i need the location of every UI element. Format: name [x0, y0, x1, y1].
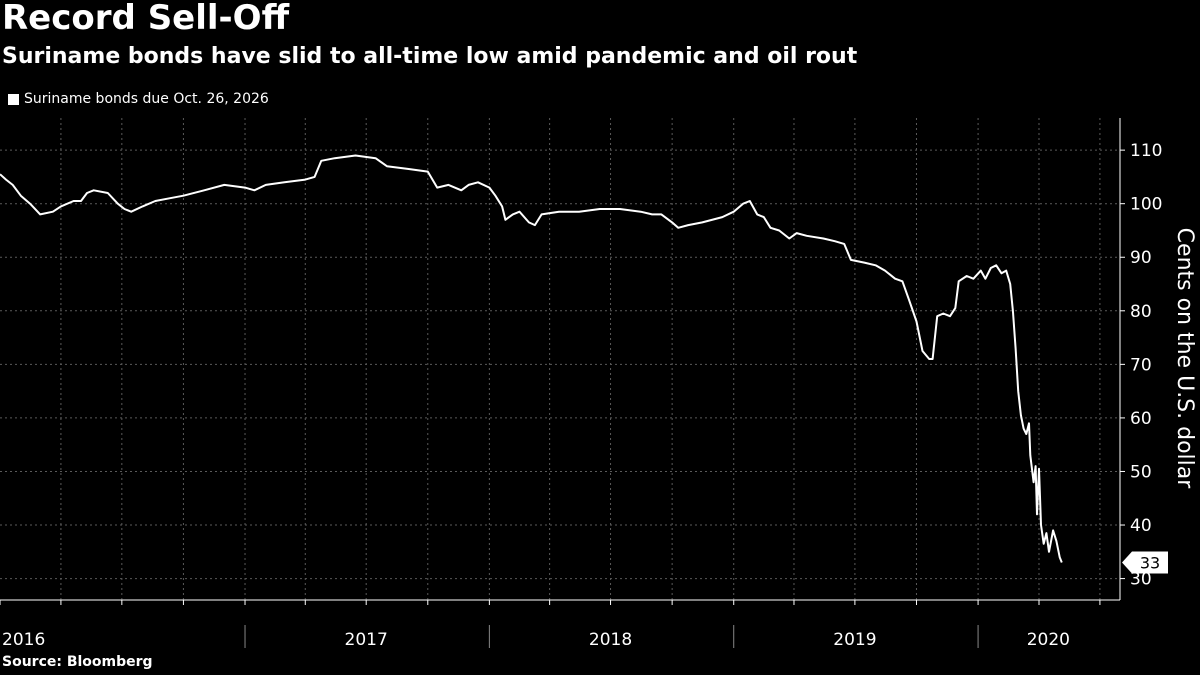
y-tick-label-30: 30 — [1130, 570, 1152, 590]
last-value-callout: 33 — [1122, 551, 1168, 574]
legend-label: Suriname bonds due Oct. 26, 2026 — [24, 91, 269, 107]
last-value-text: 33 — [1140, 554, 1160, 573]
y-axis-title: Cents on the U.S. dollar — [1172, 228, 1197, 490]
x-year-label-2018: 2018 — [589, 630, 632, 650]
legend: Suriname bonds due Oct. 26, 2026 — [8, 91, 269, 107]
y-tick-label-50: 50 — [1130, 462, 1152, 482]
axes — [0, 118, 1121, 648]
y-tick-label-110: 110 — [1130, 141, 1162, 161]
legend-swatch — [8, 93, 19, 105]
y-tick-label-70: 70 — [1130, 355, 1152, 375]
grid — [0, 118, 1120, 600]
x-year-label-2020: 2020 — [1027, 630, 1070, 650]
chart-subtitle: Suriname bonds have slid to all-time low… — [2, 44, 858, 69]
y-tick-label-60: 60 — [1130, 409, 1152, 429]
y-tick-label-80: 80 — [1130, 302, 1152, 322]
x-year-label-2019: 2019 — [833, 630, 876, 650]
series-layer — [0, 154, 1063, 563]
y-tick-label-100: 100 — [1130, 195, 1162, 215]
x-labels: 2016 2017 2018 2019 2020 — [2, 630, 1070, 650]
last-value-box — [1122, 551, 1168, 574]
x-year-label-2016: 2016 — [2, 630, 45, 650]
series-line-0 — [0, 154, 1063, 563]
x-year-label-2017: 2017 — [345, 630, 388, 650]
chart-title: Record Sell-Off — [2, 0, 290, 38]
source-note: Source: Bloomberg — [2, 654, 153, 670]
y-tick-label-40: 40 — [1130, 516, 1152, 536]
y-ticks: 30 40 50 60 70 80 90 100 110 — [1120, 141, 1162, 590]
y-tick-label-90: 90 — [1130, 248, 1152, 268]
